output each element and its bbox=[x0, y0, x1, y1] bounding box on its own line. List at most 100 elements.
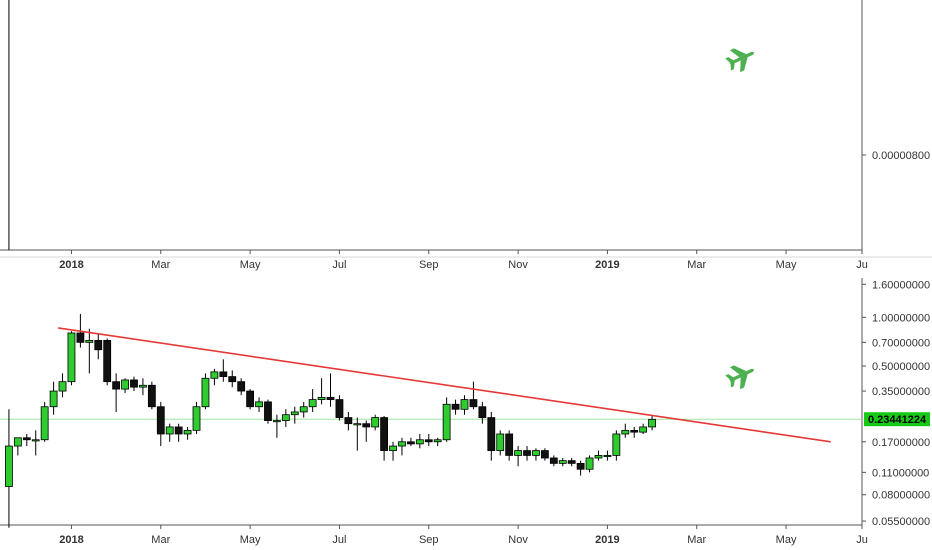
candle[interactable] bbox=[415, 433, 424, 449]
candle[interactable] bbox=[165, 423, 174, 442]
time-tick-label: 2018 bbox=[59, 534, 83, 546]
candle[interactable] bbox=[523, 446, 531, 461]
candle[interactable] bbox=[264, 399, 272, 424]
candle-body-up bbox=[165, 426, 174, 435]
candle[interactable] bbox=[612, 430, 621, 461]
candle-body-down bbox=[469, 399, 478, 408]
candle[interactable] bbox=[380, 416, 389, 461]
candle[interactable] bbox=[585, 455, 594, 473]
candle[interactable] bbox=[344, 411, 353, 431]
last-price-badge-background bbox=[864, 412, 930, 427]
candle-body-up bbox=[281, 414, 290, 421]
candle-body-up bbox=[67, 332, 76, 383]
candle[interactable] bbox=[576, 460, 585, 476]
candle[interactable] bbox=[371, 414, 380, 431]
time-tick-label: Sep bbox=[419, 534, 439, 546]
candle[interactable] bbox=[433, 437, 442, 447]
candle[interactable] bbox=[407, 437, 415, 447]
candle[interactable] bbox=[183, 426, 192, 440]
candle[interactable] bbox=[174, 423, 183, 442]
candle[interactable] bbox=[505, 430, 514, 461]
candle[interactable] bbox=[469, 381, 478, 410]
candle[interactable] bbox=[67, 331, 76, 386]
candle-body-down bbox=[407, 441, 415, 445]
candle-body-up bbox=[621, 429, 630, 435]
candle[interactable] bbox=[549, 455, 558, 467]
candle[interactable] bbox=[532, 448, 540, 461]
candle[interactable] bbox=[326, 373, 335, 407]
candle[interactable] bbox=[648, 416, 656, 431]
time-tick-label: 2019 bbox=[595, 534, 619, 546]
candle[interactable] bbox=[103, 338, 112, 386]
candle[interactable] bbox=[451, 399, 460, 415]
candle[interactable] bbox=[5, 409, 13, 528]
candle-body-up bbox=[532, 450, 540, 456]
candle[interactable] bbox=[112, 373, 121, 412]
candle[interactable] bbox=[594, 450, 603, 461]
candle[interactable] bbox=[317, 378, 326, 405]
candle[interactable] bbox=[192, 401, 201, 434]
candle[interactable] bbox=[442, 397, 451, 442]
candle[interactable] bbox=[299, 401, 308, 418]
candle[interactable] bbox=[219, 359, 228, 382]
candle[interactable] bbox=[335, 395, 344, 421]
candle[interactable] bbox=[147, 381, 156, 410]
time-tick-label: Jul bbox=[332, 534, 346, 546]
candle[interactable] bbox=[40, 401, 49, 442]
candle[interactable] bbox=[228, 370, 237, 388]
candle[interactable] bbox=[139, 378, 147, 396]
candle-body-down bbox=[94, 339, 103, 351]
candle-body-up bbox=[317, 396, 326, 400]
candle[interactable] bbox=[49, 381, 58, 415]
candle[interactable] bbox=[156, 401, 165, 447]
airplane-icon bbox=[725, 48, 755, 73]
candle-body-up bbox=[603, 455, 612, 458]
candle[interactable] bbox=[362, 420, 371, 442]
last-price-badge: 0.23441224 bbox=[868, 414, 927, 426]
candle[interactable] bbox=[478, 401, 487, 424]
candle[interactable] bbox=[558, 457, 567, 467]
candle[interactable] bbox=[353, 417, 362, 451]
candle[interactable] bbox=[639, 423, 648, 434]
candle-body-up bbox=[5, 445, 13, 487]
candle[interactable] bbox=[603, 450, 612, 461]
candle[interactable] bbox=[31, 430, 40, 456]
candle[interactable] bbox=[281, 409, 290, 427]
time-tick-label: Mar bbox=[687, 259, 706, 271]
candle[interactable] bbox=[567, 457, 576, 467]
candle-body-down bbox=[505, 433, 514, 456]
candle[interactable] bbox=[85, 328, 94, 374]
candle[interactable] bbox=[246, 389, 255, 410]
candle[interactable] bbox=[308, 389, 317, 412]
candle[interactable] bbox=[255, 397, 263, 412]
candle[interactable] bbox=[630, 426, 639, 438]
candle[interactable] bbox=[201, 373, 210, 410]
candle-body-down bbox=[362, 423, 371, 428]
candle[interactable] bbox=[121, 378, 129, 394]
airplane-icon-shape bbox=[725, 48, 755, 73]
candle[interactable] bbox=[621, 423, 630, 438]
candle[interactable] bbox=[210, 368, 219, 386]
candle[interactable] bbox=[389, 441, 397, 461]
candle[interactable] bbox=[398, 437, 406, 456]
candle[interactable] bbox=[273, 414, 281, 438]
descending-trendline[interactable] bbox=[57, 327, 831, 443]
candle[interactable] bbox=[13, 437, 22, 456]
price-tick-label: 1.00000000 bbox=[872, 312, 930, 324]
candle[interactable] bbox=[514, 446, 522, 467]
time-tick-label: Ju bbox=[856, 259, 868, 271]
candle[interactable] bbox=[5, 0, 12, 250]
time-tick-label: May bbox=[776, 259, 797, 271]
candle[interactable] bbox=[460, 395, 469, 415]
candle[interactable] bbox=[130, 376, 138, 392]
candle[interactable] bbox=[58, 373, 67, 398]
candle[interactable] bbox=[22, 433, 31, 447]
candle[interactable] bbox=[94, 332, 103, 360]
candle[interactable] bbox=[290, 406, 299, 424]
candle[interactable] bbox=[540, 448, 549, 461]
candle[interactable] bbox=[496, 430, 505, 456]
candle[interactable] bbox=[424, 433, 433, 447]
airplane-icon bbox=[725, 365, 755, 390]
candle[interactable] bbox=[237, 378, 246, 396]
candle[interactable] bbox=[487, 411, 496, 461]
